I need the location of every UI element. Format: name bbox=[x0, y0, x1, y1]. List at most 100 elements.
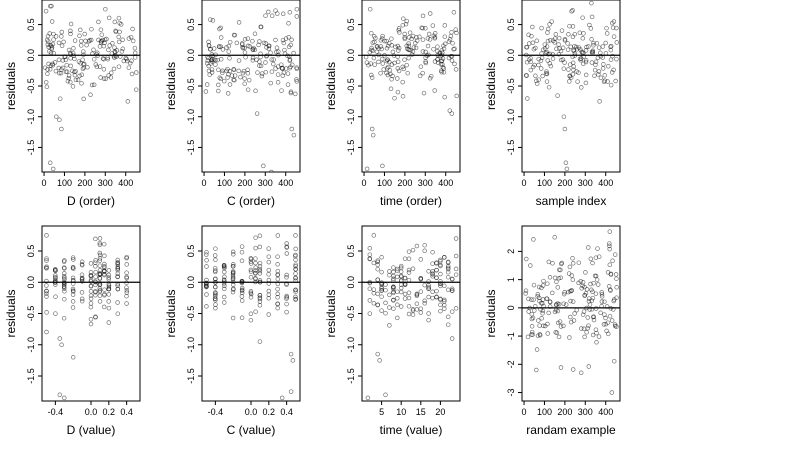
data-point bbox=[544, 44, 550, 49]
data-point bbox=[561, 66, 567, 71]
data-point bbox=[379, 269, 384, 275]
data-point bbox=[253, 260, 258, 266]
data-point bbox=[275, 295, 280, 300]
data-point bbox=[367, 246, 373, 251]
data-point bbox=[231, 262, 236, 267]
data-point bbox=[559, 28, 565, 33]
data-point bbox=[71, 266, 76, 271]
data-point bbox=[614, 324, 619, 329]
data-point bbox=[442, 302, 447, 308]
data-point bbox=[570, 367, 576, 372]
data-point bbox=[581, 309, 587, 314]
data-point bbox=[434, 275, 439, 280]
data-point bbox=[565, 47, 571, 52]
panel-c-value: -0.4 0.0 0.2 0.4 -1.5 -1.0 -0.5 0.0 0.5 C (value)… bbox=[164, 225, 301, 437]
data-point bbox=[88, 92, 93, 98]
x-tick-label: 15 bbox=[416, 407, 426, 417]
data-point bbox=[378, 70, 383, 76]
data-point bbox=[79, 296, 85, 302]
data-point bbox=[257, 271, 263, 276]
data-point bbox=[53, 34, 59, 39]
data-point bbox=[291, 50, 296, 56]
x-axis-title: D (value) bbox=[67, 423, 116, 437]
y-tick-label: -1.5 bbox=[26, 140, 36, 156]
data-point bbox=[395, 274, 400, 280]
y-axis-title: residuals bbox=[164, 289, 178, 337]
data-point bbox=[275, 276, 281, 282]
data-point bbox=[553, 330, 558, 335]
data-point bbox=[284, 241, 289, 246]
data-point bbox=[70, 255, 76, 260]
data-point bbox=[591, 280, 596, 286]
data-point bbox=[422, 248, 427, 254]
data-point bbox=[127, 60, 133, 66]
data-point bbox=[375, 291, 380, 297]
data-point bbox=[602, 312, 607, 317]
data-point bbox=[236, 20, 242, 25]
data-point bbox=[78, 38, 84, 44]
data-point bbox=[213, 294, 218, 299]
data-point bbox=[54, 114, 59, 119]
x-axis-title: time (value) bbox=[380, 423, 443, 437]
data-point bbox=[569, 9, 574, 14]
data-point bbox=[526, 41, 532, 46]
x-tick-label: 300 bbox=[578, 178, 593, 188]
data-point bbox=[588, 26, 594, 31]
data-point bbox=[91, 47, 96, 53]
data-point bbox=[285, 71, 291, 76]
data-point bbox=[595, 246, 600, 251]
data-point bbox=[556, 42, 561, 47]
data-point bbox=[570, 24, 576, 29]
data-point bbox=[426, 294, 431, 300]
data-point bbox=[530, 64, 536, 70]
data-point bbox=[275, 262, 280, 267]
data-point bbox=[116, 64, 122, 69]
data-point bbox=[453, 272, 459, 277]
data-point bbox=[206, 39, 211, 45]
data-point bbox=[279, 65, 285, 71]
data-point bbox=[402, 275, 408, 281]
data-point bbox=[61, 284, 67, 290]
data-point bbox=[75, 77, 81, 83]
data-point bbox=[539, 25, 544, 31]
data-point bbox=[117, 20, 122, 26]
y-tick-label: 0.5 bbox=[506, 18, 516, 31]
panel-time-value: 5 10 15 20 -1.5 -1.0 -0.5 0.0 0.5 time (value) res… bbox=[324, 225, 461, 437]
data-point bbox=[221, 262, 227, 268]
data-point bbox=[263, 13, 268, 18]
y-tick-label: -0.5 bbox=[346, 306, 356, 322]
data-point bbox=[130, 38, 136, 44]
data-point bbox=[227, 39, 233, 45]
data-point bbox=[106, 15, 112, 21]
y-tick-label: 0.0 bbox=[186, 49, 196, 62]
data-point bbox=[405, 70, 410, 76]
data-point bbox=[231, 32, 237, 38]
data-point bbox=[401, 16, 406, 21]
data-point bbox=[556, 52, 562, 57]
data-point bbox=[70, 264, 76, 270]
data-point bbox=[396, 48, 401, 53]
data-point bbox=[88, 316, 94, 322]
data-point bbox=[377, 358, 382, 363]
data-point bbox=[275, 291, 280, 297]
data-point bbox=[391, 306, 396, 311]
data-point bbox=[596, 45, 602, 50]
data-point bbox=[232, 73, 238, 78]
data-point bbox=[216, 88, 221, 94]
data-point bbox=[430, 295, 435, 301]
data-point bbox=[367, 252, 373, 257]
x-tick-label: 200 bbox=[557, 178, 572, 188]
data-point bbox=[523, 291, 528, 296]
data-point bbox=[422, 298, 427, 304]
points-random-example bbox=[523, 229, 619, 395]
data-point bbox=[269, 57, 274, 62]
data-point bbox=[132, 55, 138, 60]
data-point bbox=[395, 66, 401, 71]
data-point bbox=[222, 269, 227, 275]
data-point bbox=[284, 275, 289, 280]
data-point bbox=[367, 298, 373, 303]
data-point bbox=[431, 33, 437, 39]
data-point bbox=[231, 66, 236, 72]
data-point bbox=[586, 299, 592, 304]
